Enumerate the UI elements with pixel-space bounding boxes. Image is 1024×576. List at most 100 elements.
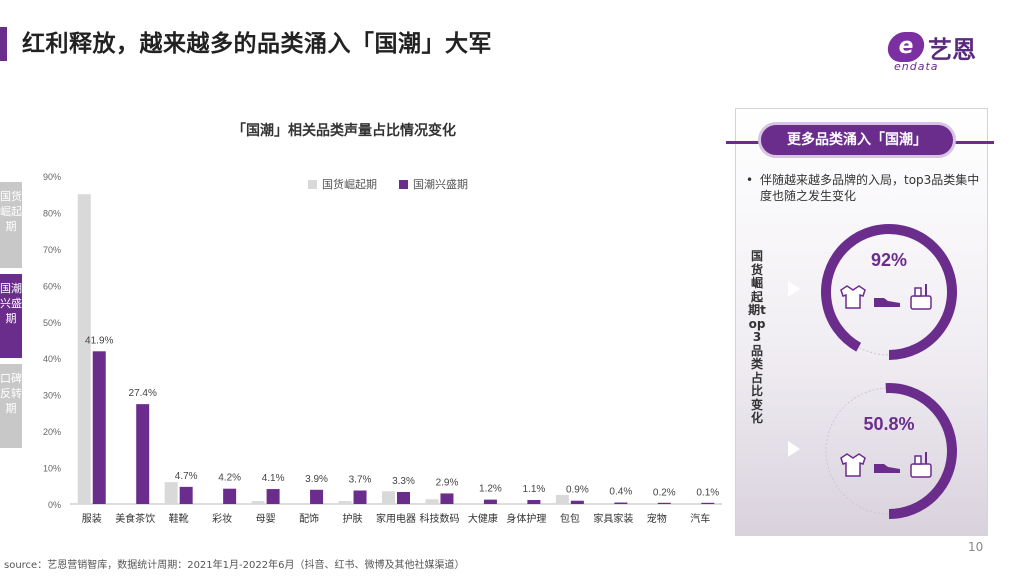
- bullet: •: [746, 173, 754, 187]
- x-tick-label: 服装: [82, 512, 102, 525]
- donut-1-arc: [821, 224, 957, 360]
- side-tab-reverse[interactable]: 口碑反转期: [0, 364, 22, 448]
- x-tick-label: 身体护理: [506, 512, 546, 525]
- panel-deco-left: [726, 141, 760, 144]
- data-label: 0.4%: [609, 487, 632, 498]
- donut-charts: 92% 50.8%: [821, 224, 957, 519]
- x-tick-label: 家具家装: [593, 512, 633, 525]
- bar-boom: [570, 500, 584, 504]
- play-arrow-icon: [788, 281, 800, 297]
- logo-text-cn: 艺恩: [928, 36, 976, 64]
- endata-logo: e 艺恩 endata: [885, 28, 998, 73]
- cosmetics-icon: [910, 452, 932, 478]
- bar-boom: [614, 502, 628, 504]
- data-label: 4.2%: [218, 473, 241, 484]
- bar-boom: [440, 493, 454, 504]
- legend-label-boom: 国潮兴盛期: [413, 178, 468, 191]
- x-tick-label: 家用电器: [376, 512, 416, 525]
- panel-note-text: 伴随越来越多品牌的入局，top3品类集中度也随之发生变化: [760, 173, 980, 203]
- legend-item-rise: 国货崛起期: [308, 176, 377, 192]
- play-arrow-icon: [788, 441, 800, 457]
- data-label: 0.2%: [653, 487, 676, 498]
- y-tick-label: 70%: [43, 245, 61, 255]
- x-tick-label: 美食茶饮: [115, 512, 155, 525]
- x-tick-label: 包包: [560, 512, 580, 525]
- data-label: 1.2%: [479, 484, 502, 495]
- bar-rise: [555, 494, 569, 504]
- bar-rise: [251, 501, 265, 504]
- x-tick-label: 宠物: [647, 512, 667, 525]
- legend-label-rise: 国货崛起期: [322, 178, 377, 191]
- chart-legend: 国货崛起期 国潮兴盛期: [308, 176, 468, 192]
- shirt-icon: [840, 285, 866, 309]
- x-tick-label: 护肤: [343, 512, 363, 525]
- x-tick-label: 科技数码: [419, 512, 459, 525]
- bar-boom: [223, 488, 237, 504]
- data-label: 4.1%: [262, 473, 285, 484]
- donut-2-arc: [885, 383, 957, 519]
- data-label: 41.9%: [85, 335, 113, 346]
- panel-deco-right: [954, 141, 994, 144]
- data-label: 0.1%: [696, 488, 719, 499]
- x-tick-label: 配饰: [299, 512, 319, 525]
- title-accent-bar: [0, 27, 7, 61]
- y-tick-label: 80%: [43, 208, 61, 218]
- bar-rise: [164, 482, 178, 504]
- y-tick-label: 10%: [43, 464, 61, 474]
- y-tick-label: 0%: [48, 500, 61, 510]
- logo-text-en: endata: [894, 60, 939, 73]
- page-number: 10: [968, 540, 984, 554]
- bar-rise: [77, 194, 91, 504]
- bar-boom: [266, 489, 280, 504]
- panel-note: • 伴随越来越多品牌的入局，top3品类集中度也随之发生变化: [746, 172, 982, 204]
- data-label: 3.9%: [305, 474, 328, 485]
- legend-swatch-rise: [308, 179, 317, 189]
- source-note: source：艺恩营销智库，数据统计周期：2021年1月-2022年6月（抖音、…: [4, 560, 465, 571]
- legend-swatch-boom: [399, 179, 408, 189]
- shoe-icon: [874, 298, 900, 307]
- y-tick-label: 20%: [43, 427, 61, 437]
- chart-title: 「国潮」相关品类声量占比情况变化: [232, 123, 456, 139]
- donut-2-value: 50.8%: [863, 414, 914, 434]
- data-label: 1.1%: [523, 484, 546, 495]
- bar-rise: [338, 501, 352, 504]
- x-tick-label: 母婴: [256, 513, 276, 525]
- y-tick-label: 60%: [43, 281, 61, 291]
- y-tick-label: 40%: [43, 354, 61, 364]
- vertical-label: 国货崛起期top3品类占比变化: [748, 249, 766, 425]
- x-tick-label: 大健康: [468, 512, 498, 525]
- side-tab-rise[interactable]: 国货崛起期: [0, 182, 22, 268]
- logo-badge: e: [885, 32, 927, 62]
- y-tick-label: 50%: [43, 318, 61, 328]
- bar-boom: [397, 491, 410, 504]
- data-label: 4.7%: [175, 471, 198, 482]
- panel-header: 更多品类涌入「国潮」: [758, 122, 956, 158]
- bar-boom: [179, 486, 193, 504]
- donut-1: 92%: [821, 224, 957, 360]
- page-title: 红利释放，越来越多的品类涌入「国潮」大军: [22, 31, 492, 57]
- data-label: 0.9%: [566, 485, 589, 496]
- bar-rise: [382, 491, 395, 504]
- x-tick-label: 汽车: [690, 512, 710, 525]
- donut-1-value: 92%: [871, 250, 907, 270]
- y-tick-label: 90%: [43, 172, 61, 182]
- bar-boom: [310, 489, 324, 504]
- bar-boom: [657, 502, 671, 504]
- data-label: 27.4%: [129, 388, 157, 399]
- x-tick-label: 鞋靴: [169, 512, 189, 525]
- bar-boom: [353, 490, 367, 504]
- data-label: 2.9%: [436, 477, 459, 488]
- cosmetics-icon: [910, 284, 932, 310]
- data-label: 3.3%: [392, 476, 415, 487]
- shoe-icon: [874, 464, 900, 473]
- bar-boom: [701, 502, 715, 504]
- legend-item-boom: 国潮兴盛期: [399, 176, 468, 192]
- bar-boom: [483, 499, 497, 504]
- bar-boom: [92, 351, 106, 504]
- shirt-icon: [840, 453, 866, 477]
- bar-chart: 0% 10% 20% 30% 40% 50% 60% 70% 80% 90% 41.9% 服装 27.4…: [43, 172, 722, 525]
- data-label: 3.7%: [349, 475, 372, 486]
- bar-rise: [425, 499, 439, 504]
- side-tab-boom[interactable]: 国潮兴盛期: [0, 274, 22, 358]
- side-tabs: 国货崛起期 国潮兴盛期 口碑反转期: [0, 182, 22, 454]
